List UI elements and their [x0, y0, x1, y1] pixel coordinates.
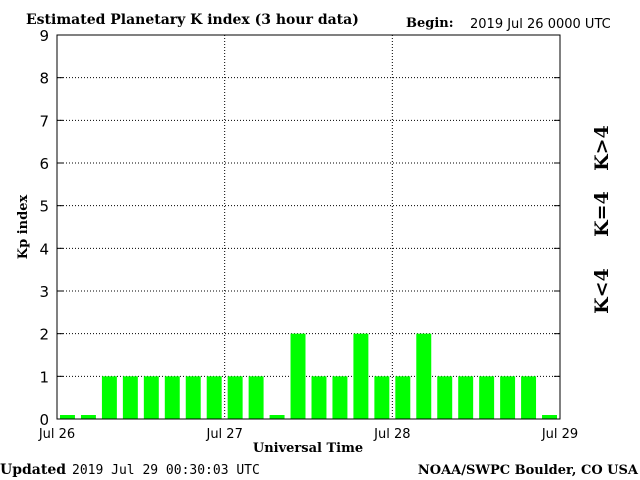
kp-bar — [248, 376, 264, 419]
kp-bar — [80, 415, 96, 419]
chart-title: Estimated Planetary K index (3 hour data… — [26, 12, 359, 28]
kp-bar — [374, 376, 390, 419]
x-tick-label: Jul 26 — [38, 427, 75, 442]
kp-bar — [332, 376, 348, 419]
kp-bar — [479, 376, 495, 419]
y-tick-label: 8 — [39, 70, 49, 88]
kp-bar — [416, 333, 432, 419]
updated-label: Updated — [0, 462, 66, 478]
kp-bar — [500, 376, 516, 419]
kp-bar — [458, 376, 474, 419]
y-tick-label: 6 — [39, 155, 49, 173]
y-tick-label: 5 — [39, 198, 49, 216]
legend-low: K<4 — [591, 268, 613, 314]
plot-area: 0 1 2 3 4 5 6 7 8 9 Jul 26 Jul 27 Jul 28 Jul 29 — [38, 27, 578, 442]
kp-bar — [521, 376, 537, 419]
kp-bar — [290, 333, 306, 419]
legend: K<4 K=4 K>4 — [591, 125, 613, 314]
y-tick-label: 9 — [39, 27, 49, 45]
kp-bar — [164, 376, 180, 419]
y-tick-label: 3 — [39, 283, 49, 301]
legend-high: K>4 — [591, 125, 613, 171]
y-tick-label: 1 — [39, 368, 49, 386]
kp-bar — [437, 376, 453, 419]
updated-value: 2019 Jul 29 00:30:03 UTC — [72, 463, 260, 478]
legend-mid: K=4 — [591, 191, 613, 237]
kp-bar — [60, 415, 75, 419]
kp-bar — [269, 415, 285, 419]
y-axis-label: Kp index — [16, 195, 31, 260]
begin-label: Begin: — [406, 16, 454, 31]
kp-bar — [185, 376, 201, 419]
y-tick-label: 0 — [39, 411, 49, 429]
y-tick-label: 7 — [39, 112, 49, 130]
kp-bar — [227, 376, 243, 419]
plot-frame — [56, 34, 561, 420]
kp-bar — [101, 376, 117, 419]
x-tick-label: Jul 27 — [205, 427, 242, 442]
x-axis-label: Universal Time — [253, 441, 363, 456]
kp-bar — [206, 376, 222, 419]
x-tick-label: Jul 28 — [373, 427, 410, 442]
x-tick-label: Jul 29 — [541, 427, 578, 442]
kp-bar — [122, 376, 138, 419]
y-tick-label: 2 — [39, 326, 49, 344]
source-credit: NOAA/SWPC Boulder, CO USA — [418, 463, 639, 478]
kp-bar — [143, 376, 159, 419]
y-tick-label: 4 — [39, 240, 49, 258]
begin-value: 2019 Jul 26 0000 UTC — [470, 17, 611, 32]
kp-bar — [395, 376, 411, 419]
kp-bar — [542, 415, 557, 419]
kp-bar — [311, 376, 327, 419]
kp-bar — [353, 333, 369, 419]
